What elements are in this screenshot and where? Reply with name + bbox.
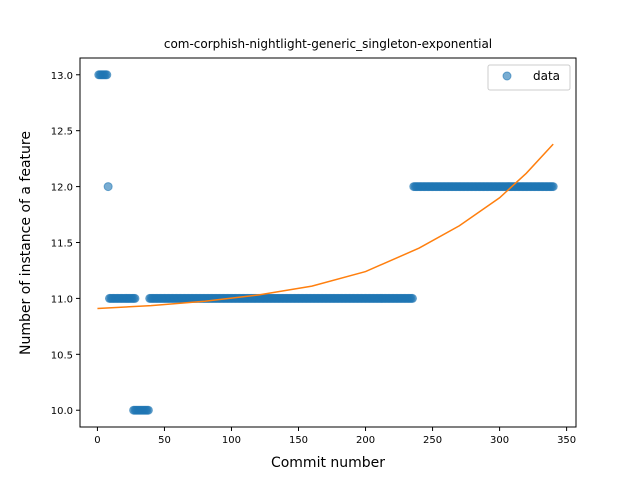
legend: data bbox=[487, 64, 571, 91]
x-tick-label: 100 bbox=[222, 435, 241, 446]
x-axis-label: Commit number bbox=[271, 455, 385, 471]
y-tick-label: 10.0 bbox=[51, 406, 73, 417]
y-axis: 10.0 10.5 11.0 11.5 12.0 12.5 13.0 bbox=[51, 71, 80, 417]
x-tick-label: 350 bbox=[557, 435, 576, 446]
y-tick-label: 10.5 bbox=[51, 350, 73, 361]
legend-label-data: data bbox=[533, 69, 560, 83]
x-tick-label: 150 bbox=[289, 435, 308, 446]
x-tick-label: 250 bbox=[423, 435, 442, 446]
legend-marker-data bbox=[502, 71, 512, 81]
data-point bbox=[102, 70, 112, 80]
x-tick-label: 200 bbox=[356, 435, 375, 446]
plot-area bbox=[94, 70, 558, 415]
data-point bbox=[103, 182, 113, 192]
x-axis: 0 50 100 150 200 250 300 350 bbox=[94, 427, 576, 446]
x-tick-label: 300 bbox=[490, 435, 509, 446]
data-point bbox=[407, 293, 417, 303]
x-tick-label: 50 bbox=[158, 435, 171, 446]
data-point bbox=[548, 182, 558, 192]
y-axis-label: Number of instance of a feature bbox=[18, 131, 34, 355]
data-point bbox=[130, 293, 140, 303]
chart-title: com-corphish-nightlight-generic_singleto… bbox=[164, 37, 492, 51]
y-tick-label: 12.5 bbox=[51, 127, 73, 138]
y-tick-label: 11.5 bbox=[51, 239, 73, 250]
legend-box bbox=[487, 64, 571, 91]
x-tick-label: 0 bbox=[94, 435, 100, 446]
y-tick-label: 13.0 bbox=[51, 71, 73, 82]
fit-line bbox=[97, 143, 554, 310]
y-tick-label: 12.0 bbox=[51, 183, 73, 194]
y-tick-label: 11.0 bbox=[51, 294, 73, 305]
data-point bbox=[143, 405, 153, 415]
